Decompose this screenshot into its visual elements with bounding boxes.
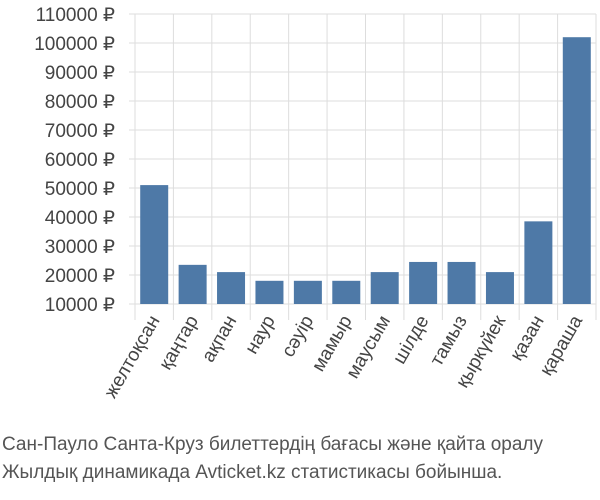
grid-lines bbox=[129, 13, 597, 320]
y-tick-label: 10000 ₽ bbox=[45, 295, 115, 316]
x-tick-label: наур bbox=[241, 312, 280, 358]
bar bbox=[217, 272, 246, 304]
y-tick-label: 50000 ₽ bbox=[45, 179, 115, 200]
bar bbox=[255, 280, 284, 304]
bar bbox=[370, 272, 399, 304]
y-tick-label: 20000 ₽ bbox=[45, 266, 115, 287]
bar bbox=[293, 280, 322, 304]
caption-line-2: Жылдық динамикада Avticket.kz статистика… bbox=[2, 462, 503, 483]
x-tick-label: желтоқсан bbox=[101, 312, 165, 402]
price-bar-chart: 10000 ₽ 20000 ₽ 30000 ₽ 40000 ₽ 50000 ₽ 60000… bbox=[34, 5, 597, 402]
bar bbox=[140, 185, 169, 304]
bars bbox=[140, 37, 591, 304]
bar bbox=[485, 272, 514, 304]
y-tick-label: 90000 ₽ bbox=[45, 63, 115, 84]
y-tick-label: 40000 ₽ bbox=[45, 208, 115, 229]
x-tick-label: ақпан bbox=[198, 312, 241, 366]
bar bbox=[524, 221, 553, 304]
y-tick-label: 70000 ₽ bbox=[45, 121, 115, 142]
y-tick-label: 60000 ₽ bbox=[45, 150, 115, 171]
y-tick-label: 110000 ₽ bbox=[36, 5, 115, 26]
y-tick-label: 30000 ₽ bbox=[45, 237, 115, 258]
bar bbox=[178, 264, 207, 304]
bar bbox=[447, 261, 476, 304]
y-tick-label: 100000 ₽ bbox=[34, 34, 115, 55]
bar bbox=[562, 37, 591, 304]
x-tick-label: сәуір bbox=[278, 312, 318, 361]
bar bbox=[409, 261, 438, 304]
y-tick-label: 80000 ₽ bbox=[45, 92, 115, 113]
bar bbox=[332, 280, 361, 304]
caption-line-1: Сан-Пауло Санта-Круз билеттердің бағасы … bbox=[2, 434, 544, 455]
x-tick-label: қаңтар bbox=[155, 312, 203, 374]
y-axis-ticks: 10000 ₽ 20000 ₽ 30000 ₽ 40000 ₽ 50000 ₽ 60000… bbox=[34, 5, 115, 316]
